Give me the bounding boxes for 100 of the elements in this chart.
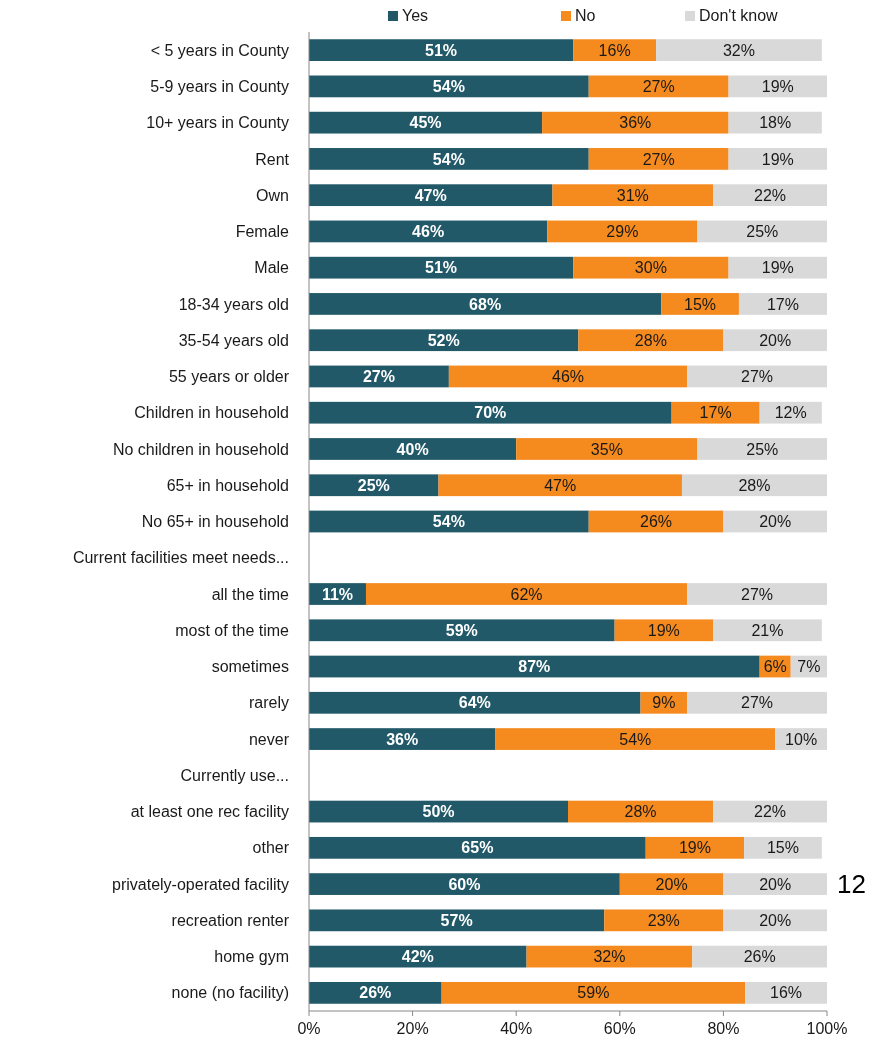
bar — [309, 148, 589, 170]
data-label: 70% — [474, 404, 507, 422]
y-tick-label: recreation renter — [171, 911, 290, 929]
data-label: 62% — [510, 585, 543, 603]
bar — [309, 873, 620, 895]
bar — [309, 981, 442, 1004]
bar — [309, 909, 605, 932]
bar — [495, 728, 776, 750]
data-label: 19% — [761, 259, 794, 277]
bar — [687, 365, 827, 388]
bar — [309, 75, 589, 98]
data-label: 59% — [577, 984, 610, 1002]
data-label: 45% — [409, 114, 442, 132]
bar — [604, 909, 724, 932]
bar — [723, 873, 827, 895]
y-tick-label: most of the time — [175, 621, 290, 639]
y-tick-label: 35-54 years old — [178, 331, 289, 349]
data-label: 19% — [761, 150, 794, 168]
y-tick-label: none (no facility) — [171, 984, 289, 1002]
bar — [309, 655, 760, 678]
data-label: 46% — [412, 223, 445, 241]
y-tick-label: Current facilities meet needs... — [72, 549, 289, 567]
data-label: 28% — [738, 476, 771, 494]
bar — [614, 619, 714, 642]
x-tick-label: 60% — [603, 1020, 636, 1037]
data-label: 11% — [321, 585, 354, 603]
bar — [713, 619, 822, 642]
data-label: 6% — [763, 658, 787, 676]
data-label: 46% — [551, 368, 585, 386]
data-label: 16% — [770, 984, 803, 1002]
bar — [309, 438, 517, 460]
bar — [645, 836, 745, 859]
data-label: 21% — [751, 621, 784, 639]
bar — [573, 256, 729, 279]
data-label: 36% — [386, 730, 419, 748]
data-label: 59% — [445, 621, 478, 639]
bar — [309, 220, 548, 243]
legend-label: Don't know — [699, 7, 779, 24]
legend-label: No — [575, 7, 596, 24]
bar — [309, 256, 574, 279]
y-tick-label: 5-9 years in County — [150, 77, 289, 95]
y-tick-label: other — [252, 839, 290, 857]
data-label: 52% — [427, 331, 460, 349]
data-label: 22% — [754, 186, 787, 204]
data-label: 26% — [359, 984, 392, 1002]
data-label: 35% — [590, 440, 623, 458]
data-label: 18% — [759, 114, 792, 132]
y-tick-label: Own — [256, 186, 289, 204]
bar — [309, 800, 568, 823]
bar — [516, 438, 698, 460]
data-label: 17% — [766, 295, 799, 313]
bar — [309, 39, 574, 62]
data-label: 27% — [362, 368, 395, 386]
bar — [309, 329, 579, 352]
bar — [309, 691, 641, 714]
bar — [526, 945, 693, 968]
bar — [681, 474, 827, 497]
bar — [697, 438, 827, 460]
data-label: 27% — [642, 150, 675, 168]
y-tick-label: all the time — [211, 585, 290, 603]
y-tick-label: Female — [235, 223, 290, 241]
x-tick-label: 20% — [396, 1020, 429, 1037]
bar — [309, 619, 615, 642]
data-label: 60% — [448, 875, 481, 893]
bar — [687, 583, 827, 605]
data-label: 17% — [699, 404, 732, 422]
data-label: 20% — [655, 875, 688, 893]
bar — [687, 691, 827, 714]
data-label: 50% — [422, 803, 455, 821]
data-label: 57% — [440, 911, 473, 929]
data-label: 15% — [684, 295, 717, 313]
bar — [309, 184, 553, 207]
data-label: 16% — [598, 41, 631, 59]
data-label: 31% — [616, 186, 649, 204]
data-label: 19% — [647, 621, 680, 639]
bar — [723, 329, 827, 352]
y-tick-label: 10+ years in County — [146, 114, 289, 132]
data-label: 68% — [469, 295, 502, 313]
data-label: 36% — [619, 114, 652, 132]
y-tick-label: 55 years or older — [168, 368, 290, 386]
data-label: 20% — [759, 331, 792, 349]
y-tick-label: Rent — [255, 150, 290, 168]
y-tick-label: sometimes — [211, 658, 289, 676]
text: 12 — [837, 869, 866, 900]
data-label: 9% — [652, 694, 676, 712]
data-label: 65% — [461, 839, 494, 857]
data-label: 54% — [432, 513, 465, 531]
data-label: 19% — [678, 839, 711, 857]
y-tick-label: < 5 years in County — [150, 41, 289, 59]
bar — [713, 184, 827, 207]
bar — [309, 474, 439, 497]
bar — [578, 329, 724, 352]
x-tick-label: 40% — [500, 1020, 533, 1037]
data-label: 64% — [458, 694, 491, 712]
bar — [552, 184, 714, 207]
data-label: 20% — [759, 513, 792, 531]
data-label: 28% — [624, 803, 657, 821]
data-label: 47% — [414, 186, 447, 204]
data-label: 27% — [741, 585, 774, 603]
legend-label: Yes — [402, 7, 429, 24]
